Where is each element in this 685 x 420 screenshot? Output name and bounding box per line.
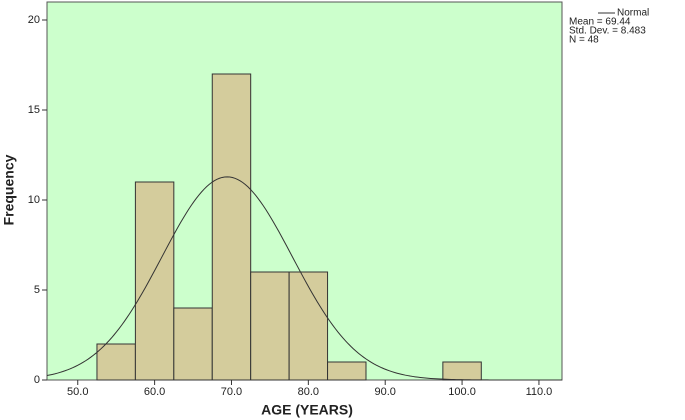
x-tick-label: 60.0: [144, 386, 165, 398]
x-tick-label: 70.0: [221, 386, 242, 398]
y-tick-label: 15: [28, 104, 40, 116]
bar: [250, 271, 290, 381]
stat-label: N = 48: [569, 35, 599, 46]
bar: [134, 181, 175, 381]
x-tick-label: 50.0: [67, 386, 88, 398]
x-tick-label: 100.0: [448, 386, 476, 398]
bar: [288, 271, 329, 381]
stat-label: Std. Dev. = 8.483: [569, 26, 646, 37]
bar: [96, 343, 136, 381]
legend-label: Normal: [617, 8, 649, 19]
stat-label: Mean = 69.44: [569, 17, 631, 28]
bar: [442, 361, 482, 381]
y-tick-label: 5: [34, 284, 40, 296]
x-tick-label: 110.0: [526, 386, 553, 398]
bar: [327, 361, 367, 381]
x-axis-title: AGE (YEARS): [261, 402, 353, 418]
y-tick-label: 10: [28, 194, 40, 206]
y-tick-label: 20: [28, 14, 40, 26]
x-tick-label: 90.0: [374, 386, 395, 398]
bar: [211, 73, 252, 381]
bar: [173, 307, 213, 381]
normal-curve: [46, 176, 562, 381]
x-tick-label: 80.0: [298, 386, 319, 398]
y-tick-label: 0: [34, 374, 40, 386]
y-axis-title: Frequency: [1, 154, 17, 225]
